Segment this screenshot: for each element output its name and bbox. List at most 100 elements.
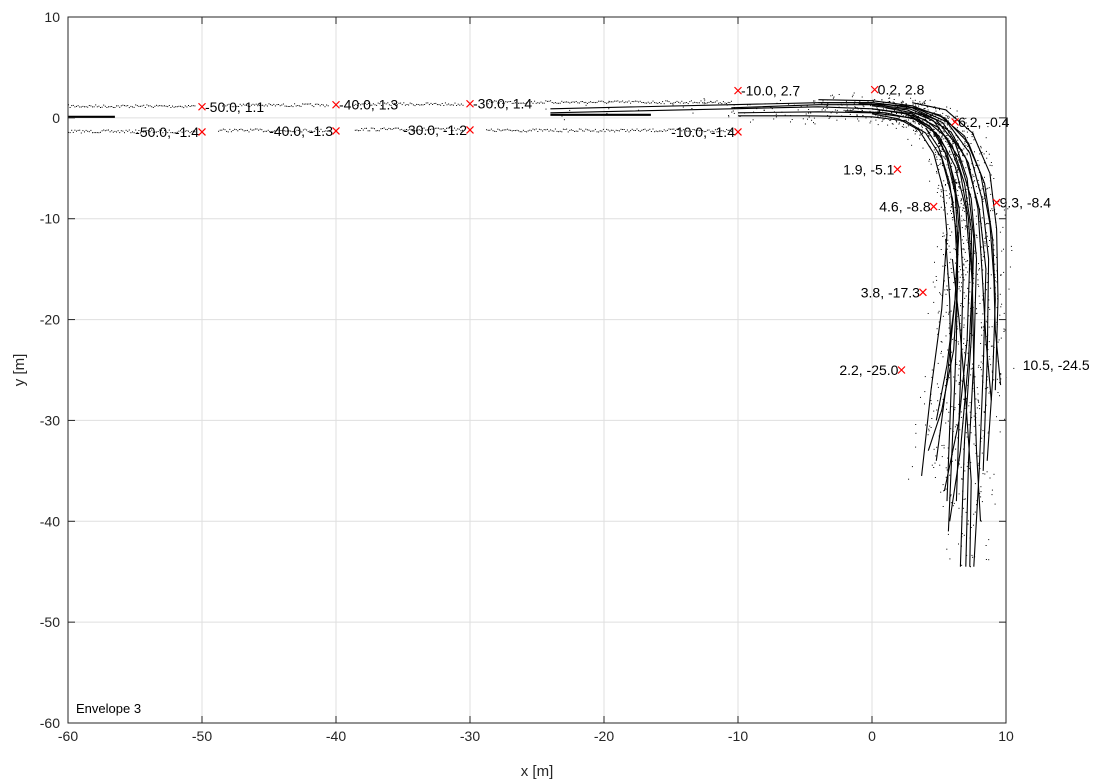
cloud-dot — [951, 165, 953, 167]
cloud-dot — [687, 130, 689, 132]
cloud-dot — [870, 105, 872, 107]
cloud-dot — [623, 102, 625, 104]
cloud-dot — [848, 112, 850, 113]
cloud-dot — [915, 128, 917, 130]
cloud-dot — [988, 326, 990, 328]
cloud-dot — [71, 129, 73, 131]
cloud-dot — [877, 115, 879, 117]
cloud-dot — [975, 164, 977, 166]
cloud-dot — [92, 106, 93, 108]
cloud-dot — [957, 169, 959, 171]
cloud-dot — [947, 134, 949, 136]
cloud-dot — [890, 119, 892, 121]
cloud-dot — [922, 133, 924, 135]
cloud-dot — [827, 115, 829, 116]
cloud-dot — [947, 533, 949, 535]
cloud-dot — [492, 101, 494, 103]
cloud-dot — [604, 131, 606, 133]
cloud-dot — [266, 105, 268, 107]
x-tick-label: -30 — [460, 728, 480, 744]
cloud-dot — [941, 163, 943, 165]
cloud-dot — [958, 288, 960, 290]
cloud-dot — [364, 127, 366, 129]
cloud-dot — [965, 274, 967, 276]
cloud-dot — [961, 536, 963, 538]
cloud-dot — [402, 129, 404, 131]
cloud-dot — [919, 138, 920, 140]
cloud-dot — [957, 232, 959, 234]
cloud-dot — [460, 130, 462, 132]
cloud-dot — [941, 148, 943, 150]
cloud-dot — [936, 383, 938, 385]
cloud-dot — [881, 109, 883, 111]
cloud-dot — [940, 144, 942, 146]
cloud-dot — [882, 110, 884, 112]
cloud-dot — [392, 102, 394, 104]
cloud-dot — [650, 131, 652, 132]
cloud-dot — [992, 200, 994, 202]
cloud-dot — [425, 102, 427, 104]
cloud-dot — [966, 137, 968, 139]
cloud-dot — [79, 129, 81, 131]
cloud-dot — [994, 280, 996, 282]
cloud-dot — [954, 331, 956, 333]
cloud-dot — [982, 473, 984, 475]
cloud-dot — [446, 127, 447, 129]
cloud-dot — [752, 119, 754, 121]
cloud-dot — [934, 477, 936, 478]
cloud-dot — [975, 398, 977, 400]
cloud-dot — [416, 103, 418, 105]
cloud-dot — [514, 102, 516, 104]
cloud-dot — [978, 405, 980, 406]
cloud-dot — [963, 338, 965, 340]
cloud-dot — [999, 293, 1001, 295]
cloud-dot — [994, 274, 996, 276]
cloud-dot — [692, 112, 694, 114]
cloud-dot — [863, 106, 865, 108]
cloud-dot — [897, 109, 899, 111]
cloud-dot — [420, 104, 422, 106]
cloud-dot — [947, 420, 949, 422]
cloud-dot — [601, 100, 603, 102]
cloud-dot — [382, 102, 384, 104]
cloud-dot — [548, 130, 550, 132]
cloud-dot — [241, 105, 243, 107]
cloud-dot — [462, 129, 463, 131]
cloud-dot — [189, 132, 191, 134]
cloud-dot — [882, 116, 884, 118]
cloud-dot — [417, 129, 419, 131]
cloud-dot — [915, 432, 917, 434]
cloud-dot — [951, 158, 953, 160]
cloud-dot — [84, 131, 85, 133]
cloud-dot — [989, 308, 991, 310]
cloud-dot — [912, 119, 914, 121]
cloud-dot — [424, 104, 426, 105]
cloud-dot — [486, 100, 488, 102]
y-tick-label: -20 — [40, 312, 60, 328]
cloud-dot — [615, 100, 617, 102]
cloud-dot — [140, 105, 141, 107]
cloud-dot — [914, 110, 916, 112]
cloud-dot — [559, 130, 561, 132]
cloud-dot — [836, 99, 838, 101]
cloud-dot — [144, 130, 146, 132]
cloud-dot — [988, 431, 990, 433]
cloud-dot — [847, 109, 849, 111]
cloud-dot — [999, 431, 1001, 433]
cloud-dot — [967, 520, 969, 522]
cloud-dot — [982, 198, 984, 200]
cloud-dot — [898, 123, 900, 125]
cloud-dot — [510, 101, 512, 102]
cloud-dot — [157, 105, 159, 107]
cloud-dot — [981, 327, 983, 329]
cloud-dot — [963, 189, 964, 191]
cloud-dot — [183, 132, 185, 134]
cloud-dot — [838, 106, 840, 108]
cloud-dot — [884, 117, 886, 119]
cloud-dot — [729, 102, 731, 104]
cloud-dot — [882, 106, 884, 108]
cloud-dot — [551, 102, 553, 103]
cloud-dot — [973, 185, 974, 187]
cloud-dot — [705, 131, 707, 132]
cloud-dot — [543, 129, 545, 131]
